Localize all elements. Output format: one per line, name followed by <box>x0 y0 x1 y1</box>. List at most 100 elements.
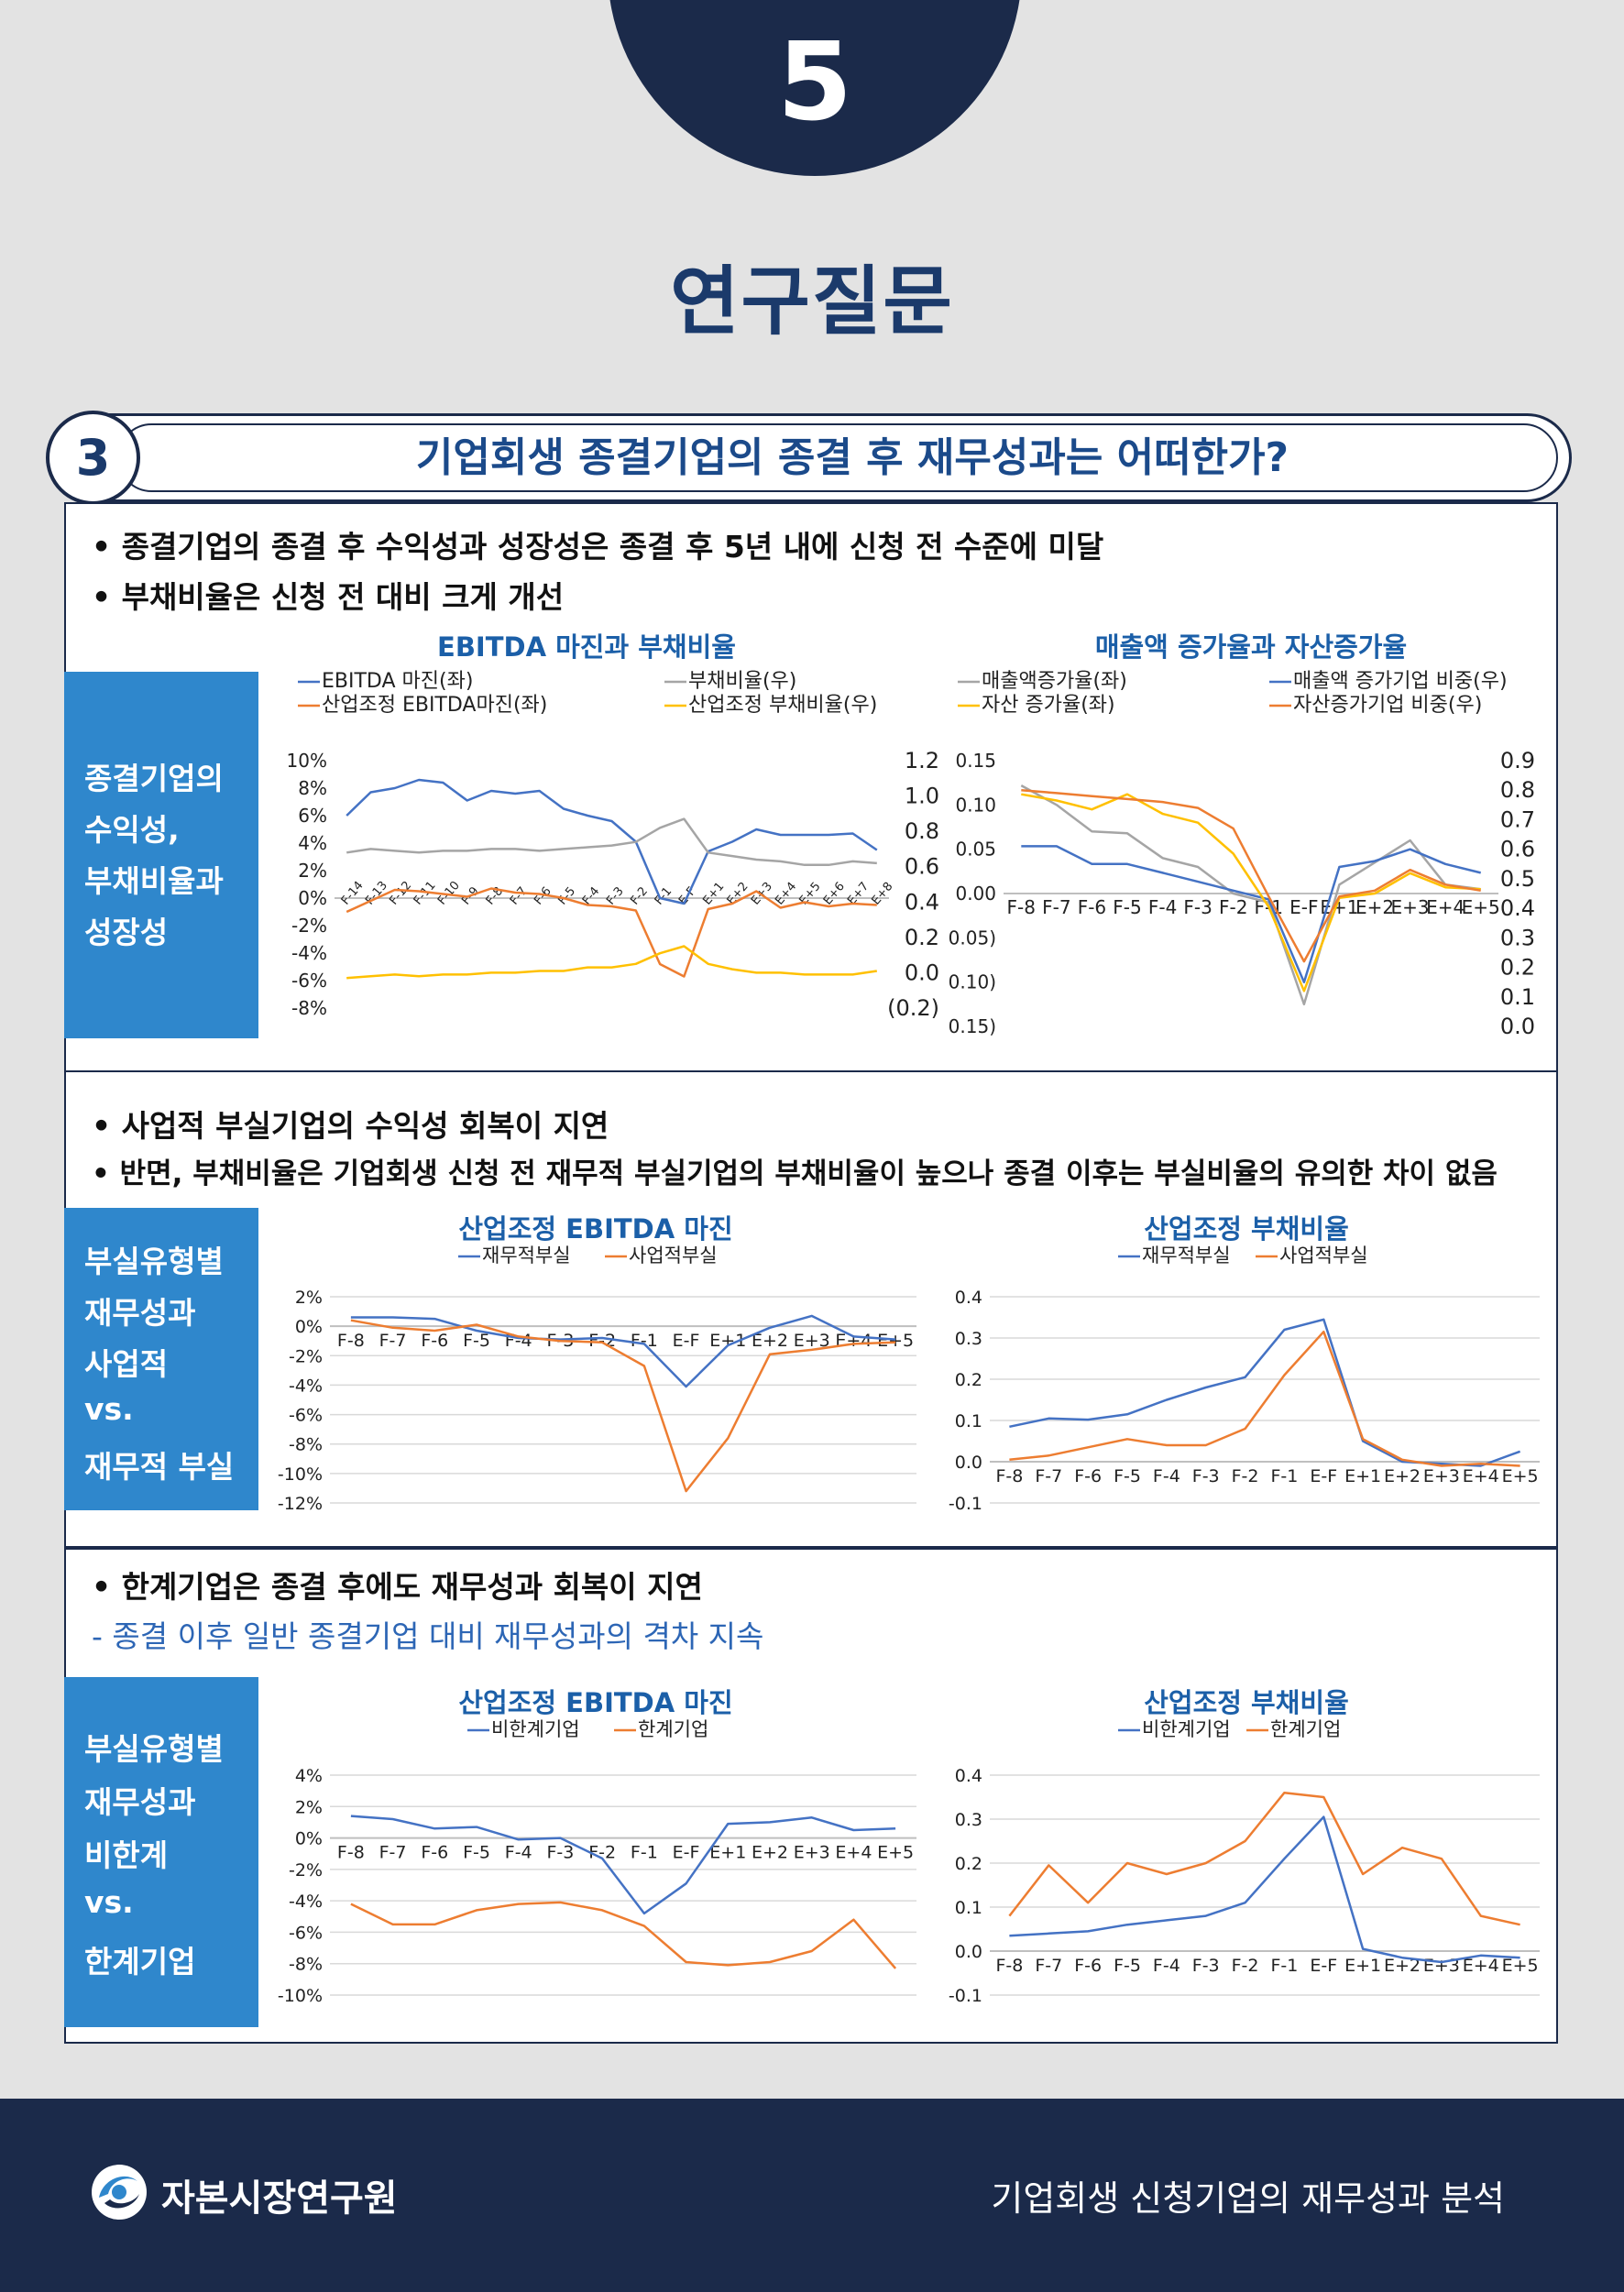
x-tick-label: F-5 <box>1113 896 1141 918</box>
y-tick-label: -0.1 <box>949 1986 982 2006</box>
y-tick-label: (0.15) <box>949 1015 996 1036</box>
side-line: 부실유형별 <box>84 1731 224 1767</box>
x-tick-label: F-8 <box>337 1331 365 1351</box>
y-tick-label: 0.3 <box>955 1810 982 1830</box>
y-right-tick-label: 0.4 <box>905 889 939 915</box>
section2-side-label: 부실유형별 재무성과 사업적 vs. 재무적 부실 <box>64 1208 258 1510</box>
legend-label: 재무적부실 <box>1142 1245 1231 1267</box>
y-right-tick-label: 0.7 <box>1500 806 1535 832</box>
side-line: 재무성과 <box>84 1784 196 1820</box>
y-tick-label: 2% <box>298 860 327 882</box>
side-line: vs. <box>84 1391 134 1427</box>
y-right-tick-label: 0.8 <box>905 818 939 844</box>
x-tick-label: F-7 <box>1035 1466 1062 1486</box>
x-tick-label: E+1 <box>1344 1466 1381 1486</box>
y-tick-label: 0.10 <box>955 794 996 816</box>
legend-label: 사업적부실 <box>1279 1245 1368 1267</box>
legend-label: EBITDA 마진(좌) <box>322 670 473 693</box>
series-line <box>1021 788 1481 963</box>
legend-label: 산업조정 부채비율(우) <box>688 694 877 717</box>
x-tick-label: E+3 <box>1423 1466 1460 1486</box>
y-tick-label: -6% <box>291 970 327 992</box>
legend-label: 비한계기업 <box>1142 1718 1231 1740</box>
chart-title-debt-marginal: 산업조정 부채비율 <box>1144 1687 1349 1718</box>
y-tick-label: (0.10) <box>949 971 996 993</box>
x-tick-label: F-1 <box>631 1331 658 1351</box>
x-tick-label: F-6 <box>1074 1956 1102 1976</box>
x-tick-label: E+2 <box>752 1843 788 1863</box>
series-line <box>346 945 877 980</box>
chart-ebitda-type: 2%0%-2%-4%-6%-8%-10%-12%F-8 F-7 F-6 F-5 F-4 F… <box>278 1245 916 1514</box>
x-tick-label: F-3 <box>1183 896 1212 918</box>
x-tick-label: F-7 <box>508 884 531 907</box>
y-right-tick-label: 0.8 <box>1500 777 1535 803</box>
question-text: 기업회생 종결기업의 종결 후 재무성과는 어떠한가? <box>415 434 1289 481</box>
x-tick-label: E+5 <box>1462 896 1500 918</box>
legend-label: 부채비율(우) <box>688 670 796 693</box>
y-right-tick-label: 0.2 <box>905 925 939 950</box>
x-tick-label: F-7 <box>1042 896 1070 918</box>
side-line: 수익성, <box>84 812 180 848</box>
chart-debt-marginal: 0.4 0.3 0.2 0.1 0.0 -0.1 F-8 F-7 F-6 F-5 F-4 F-3 F-2… <box>949 1718 1540 2006</box>
y-tick-label: 0.00 <box>955 883 996 905</box>
y-tick-label: -8% <box>291 997 327 1019</box>
x-tick-label: F-3 <box>1192 1956 1220 1976</box>
x-tick-label: E-F <box>1310 1466 1337 1486</box>
series-line <box>346 817 877 867</box>
y-right-tick-label: 0.1 <box>1500 984 1535 1010</box>
y-tick-label: -10% <box>278 1986 323 2006</box>
x-tick-label: F-7 <box>379 1331 407 1351</box>
x-tick-label: F-1 <box>1270 1466 1298 1486</box>
kcmi-logo-icon <box>92 2165 147 2220</box>
legend-label: 한계기업 <box>638 1718 708 1740</box>
x-tick-label: E+5 <box>1502 1956 1539 1976</box>
section3-bullet-2: - 종결 이후 일반 종결기업 대비 재무성과의 격차 지속 <box>92 1618 764 1654</box>
x-tick-label: F-5 <box>555 884 578 907</box>
y-tick-label: -10% <box>278 1464 323 1485</box>
legend-label: 자산증가기업 비중(우) <box>1293 694 1482 717</box>
chart-title-debt-type: 산업조정 부채비율 <box>1144 1213 1349 1245</box>
series-line <box>1021 845 1482 983</box>
section1-bullet-1: • 종결기업의 종결 후 수익성과 성장성은 종결 후 5년 내에 신청 전 수… <box>92 529 1104 565</box>
section1-side-label: 종결기업의 수익성, 부채비율과 성장성 <box>64 672 258 1038</box>
y-tick-label: 0.2 <box>955 1854 982 1874</box>
x-tick-label: E+4 <box>1463 1466 1499 1486</box>
side-line: 부채비율과 <box>84 863 224 899</box>
section1-bullet-2: • 부채비율은 신청 전 대비 크게 개선 <box>92 579 565 615</box>
x-tick-label: F-5 <box>463 1331 490 1351</box>
y-tick-label: 0.3 <box>955 1329 982 1349</box>
legend-label: 비한계기업 <box>491 1718 580 1740</box>
x-tick-label: F-7 <box>1035 1956 1062 1976</box>
y-right-tick-label: 1.2 <box>905 748 939 773</box>
y-tick-label: 0.4 <box>955 1288 982 1308</box>
y-right-tick-label: 0.6 <box>1500 837 1535 862</box>
y-tick-label: 0.4 <box>955 1766 982 1786</box>
y-tick-label: -2% <box>289 1346 323 1366</box>
x-tick-label: F-5 <box>1114 1466 1141 1486</box>
y-tick-label: 0.1 <box>955 1411 982 1431</box>
legend-label: 자산 증가율(좌) <box>982 694 1115 717</box>
x-tick-label: F-4 <box>1153 1956 1180 1976</box>
legend-label: 산업조정 EBITDA마진(좌) <box>322 694 547 717</box>
y-right-tick-label: 0.9 <box>1500 748 1535 773</box>
y-tick-label: -4% <box>289 1376 323 1396</box>
legend-label: 재무적부실 <box>482 1245 571 1267</box>
x-tick-label: E+1 <box>700 880 727 908</box>
y-tick-label: 6% <box>298 805 327 827</box>
x-tick-label: F-8 <box>995 1956 1023 1976</box>
series-line <box>346 778 878 905</box>
section3-bullet-1: • 한계기업은 종결 후에도 재무성과 회복이 지연 <box>92 1569 703 1605</box>
brand-name: 자본시장연구원 <box>161 2177 398 2220</box>
series-line <box>350 1319 896 1493</box>
y-tick-label: 0.15 <box>955 750 996 772</box>
series-line <box>350 1901 897 1969</box>
x-tick-label: E-F <box>1289 896 1318 918</box>
y-right-tick-label: 0.3 <box>1500 925 1535 950</box>
x-tick-label: E+3 <box>1423 1956 1460 1976</box>
x-tick-label: F-3 <box>546 1843 574 1863</box>
y-right-tick-label: 0.6 <box>905 854 939 880</box>
footer <box>0 2099 1624 2292</box>
y-tick-label: 0.2 <box>955 1370 982 1390</box>
legend-label: 매출액 증가기업 비중(우) <box>1293 670 1508 693</box>
chart-debt-type: 0.4 0.3 0.2 0.1 0.0 -0.1 F-8 F-7 F-6 F-5 F-4 F-3 F-2… <box>949 1245 1540 1514</box>
